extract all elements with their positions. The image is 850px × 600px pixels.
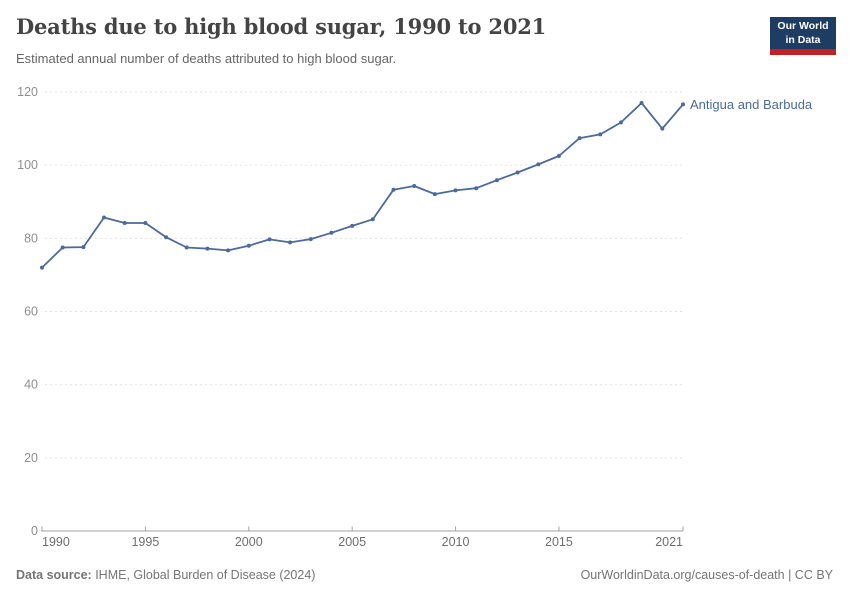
data-point bbox=[102, 215, 106, 220]
y-tick-labels: 0 20 40 60 80 100 120 bbox=[17, 85, 38, 538]
data-point bbox=[432, 192, 437, 197]
data-point bbox=[660, 126, 665, 131]
footer-link: OurWorldinData.org/causes-of-death | CC … bbox=[580, 568, 833, 582]
data-point bbox=[122, 221, 127, 225]
owid-logo-text: Our World in Data bbox=[770, 17, 836, 50]
x-tick-label: 2005 bbox=[338, 535, 366, 549]
owid-logo-redbar bbox=[770, 49, 836, 56]
data-point bbox=[639, 101, 644, 105]
x-tick-label: 2021 bbox=[655, 535, 683, 549]
data-point bbox=[556, 154, 561, 158]
owid-logo: Our World in Data bbox=[770, 17, 836, 56]
owid-logo-line2: in Data bbox=[785, 33, 821, 46]
y-tick-label: 120 bbox=[17, 85, 38, 99]
chart-subtitle: Estimated annual number of deaths attrib… bbox=[16, 51, 397, 66]
x-tick-label: 2000 bbox=[235, 535, 263, 549]
x-tick-label: 1995 bbox=[131, 535, 159, 549]
x-tick-labels: 1990 1995 2000 2005 2010 2015 2021 bbox=[42, 535, 683, 549]
data-point bbox=[536, 162, 541, 167]
y-tick-label: 100 bbox=[17, 158, 38, 172]
data-point bbox=[60, 245, 65, 250]
y-tick-label: 80 bbox=[24, 231, 38, 245]
x-tick-label: 2010 bbox=[442, 535, 470, 549]
data-point bbox=[598, 132, 603, 137]
data-point bbox=[412, 184, 417, 188]
data-source-label: Data source: bbox=[16, 568, 92, 582]
data-point bbox=[267, 237, 272, 242]
data-point bbox=[205, 246, 210, 251]
data-point bbox=[474, 186, 479, 191]
data-point bbox=[184, 245, 189, 250]
data-point bbox=[40, 265, 44, 270]
data-point bbox=[453, 188, 458, 193]
data-point bbox=[329, 230, 334, 235]
data-point bbox=[681, 102, 685, 107]
data-point bbox=[370, 217, 375, 222]
y-gridlines bbox=[45, 91, 683, 459]
data-point bbox=[143, 221, 148, 225]
data-point bbox=[226, 248, 231, 253]
y-tick-label: 60 bbox=[24, 305, 38, 319]
y-tick-label: 40 bbox=[24, 378, 38, 392]
data-point bbox=[164, 235, 169, 240]
data-source-value: IHME, Global Burden of Disease (2024) bbox=[91, 568, 316, 582]
data-point bbox=[494, 178, 499, 183]
line-chart: 0 20 40 60 80 100 120 1990 1995 2000 2005 2010 2015 2… bbox=[17, 85, 813, 549]
data-points bbox=[40, 101, 685, 270]
chart-footer: Data source: IHME, Global Burden of Dise… bbox=[16, 568, 833, 582]
data-point bbox=[81, 245, 86, 250]
data-source: Data source: IHME, Global Burden of Dise… bbox=[16, 568, 315, 582]
data-point bbox=[246, 243, 251, 248]
data-point bbox=[350, 223, 355, 228]
x-tick-label: 2015 bbox=[545, 535, 573, 549]
data-point bbox=[288, 240, 293, 245]
data-point bbox=[577, 136, 582, 141]
data-point bbox=[391, 187, 396, 192]
x-tick-label: 1990 bbox=[42, 535, 70, 549]
data-point bbox=[619, 120, 623, 125]
chart-title: Deaths due to high blood sugar, 1990 to … bbox=[16, 14, 547, 39]
x-axis bbox=[41, 526, 684, 532]
entity-label: Antigua and Barbuda bbox=[690, 97, 813, 112]
y-tick-label: 20 bbox=[24, 451, 38, 465]
data-point bbox=[308, 237, 313, 242]
data-point bbox=[515, 170, 520, 175]
owid-logo-line1: Our World bbox=[777, 20, 829, 32]
y-tick-label: 0 bbox=[31, 524, 38, 538]
data-line bbox=[41, 102, 684, 269]
